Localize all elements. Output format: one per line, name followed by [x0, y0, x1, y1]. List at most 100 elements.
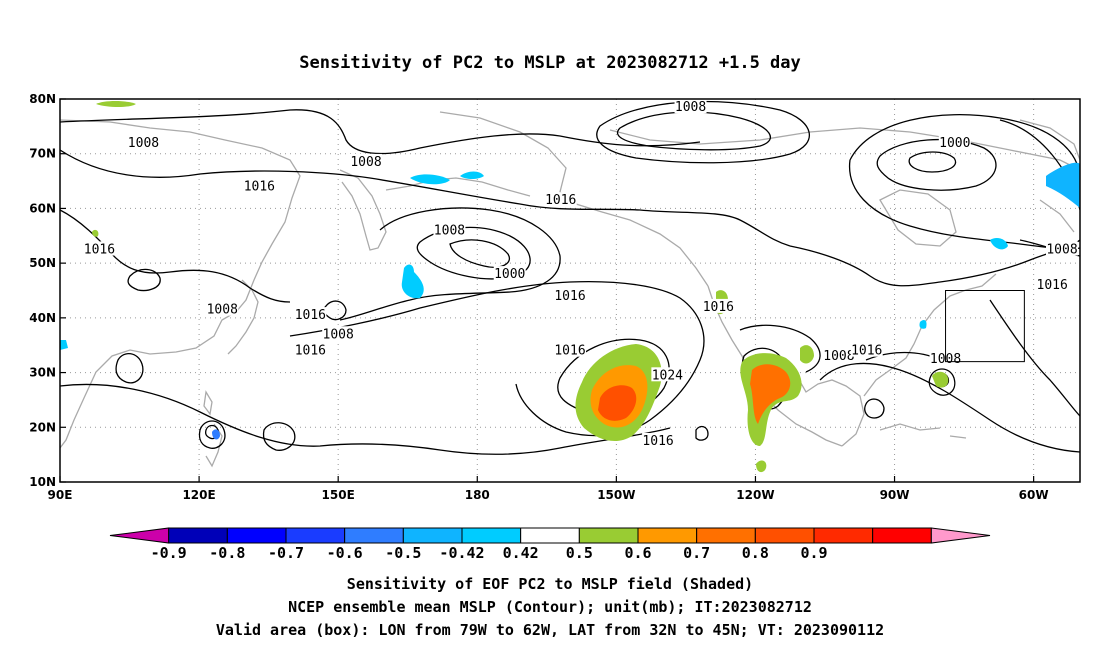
colorbar-swatch — [813, 527, 874, 544]
coastline-canada-north — [609, 127, 1080, 171]
contour-label-bg — [1036, 277, 1069, 292]
colorbar-swatch — [696, 527, 756, 544]
x-tick-label: 60W — [1019, 488, 1049, 502]
contour-label: 1016 — [554, 344, 585, 359]
map-x-axis-ticks: 90E 120E 150E 180 150W 120W 90W 60W — [48, 476, 1049, 502]
contour-label: 1000 — [494, 267, 525, 282]
coastline-gulf-of-mexico — [785, 361, 865, 447]
contour-label: 1008 — [207, 303, 238, 318]
contour-label: 1008 — [350, 155, 381, 170]
colorbar-swatch — [402, 527, 463, 544]
contour-1000-low-canada-inner — [908, 151, 957, 173]
shade-negative-aleutian2 — [460, 171, 484, 179]
y-tick-label: 30N — [29, 366, 56, 380]
map-plot-area: 1008100810081000101610161016100810001016… — [29, 92, 1081, 502]
x-tick-label: 150E — [322, 488, 355, 502]
shade-positive-us-small2 — [800, 345, 814, 364]
y-tick-label: 40N — [29, 311, 56, 325]
x-tick-label: 90W — [880, 488, 910, 502]
colorbar-swatch — [754, 527, 815, 544]
contour-small-low-nw — [127, 268, 161, 292]
contour-1008-ring — [339, 207, 561, 321]
shade-negative-canada-east — [990, 238, 1008, 250]
contour-label-bg — [674, 99, 707, 114]
coastline-philippines — [205, 423, 223, 468]
colorbar-swatch — [461, 527, 522, 544]
map-gridlines — [60, 99, 1080, 482]
colorbar-swatch — [344, 527, 404, 544]
colorbar-swatch — [109, 527, 170, 544]
contour-label: 1016 — [703, 300, 734, 315]
colorbar-swatch — [520, 527, 580, 544]
contour-typhoon-outer — [198, 420, 226, 449]
contour-1016-east-atlantic — [989, 299, 1080, 417]
contour-label: 1008 — [323, 327, 354, 342]
contour-1000-low-dateline — [449, 239, 510, 268]
y-tick-label: 60N — [29, 201, 56, 215]
valid-area-box — [945, 290, 1025, 363]
shade-negative-typhoon — [212, 429, 220, 440]
colorbar: -0.9 -0.8 -0.7 -0.6 -0.5 -0.42 0.42 0.5 0.6 0.7 0.… — [109, 527, 991, 562]
contour-label-bg — [822, 348, 855, 363]
contour-label-bg — [294, 307, 327, 322]
contour-1016-pacific-high — [289, 281, 705, 437]
contour-small-low-pacific — [695, 425, 709, 441]
contour-1016-atlantic — [819, 362, 1080, 453]
contour-label: 1008 — [675, 100, 706, 115]
sensitivity-shading — [60, 101, 1080, 473]
contour-label-bg — [642, 432, 675, 447]
contour-label: 1008 — [128, 136, 159, 151]
contour-label: 1016 — [554, 289, 585, 304]
x-tick-label: 150W — [597, 488, 635, 502]
colorbar-swatch — [637, 527, 698, 544]
colorbar-swatch — [578, 527, 639, 544]
shade-positive-hurricane — [932, 371, 949, 388]
shade-positive-top — [96, 101, 136, 107]
shade-negative-aleutian — [410, 174, 450, 185]
contour-label-bg — [850, 342, 883, 357]
contour-label-bg — [83, 241, 116, 256]
contour-label: 1016 — [851, 344, 882, 359]
colorbar-label: -0.7 — [268, 544, 304, 562]
x-tick-label: 120E — [182, 488, 215, 502]
contour-label-bg — [433, 222, 466, 237]
shade-positive-us-orange — [750, 364, 791, 424]
contour-small-low-west — [115, 353, 144, 384]
contour-1016-north — [60, 149, 791, 247]
contour-label-bg — [350, 153, 382, 168]
y-tick-label: 70N — [29, 147, 56, 161]
colorbar-swatch — [168, 527, 228, 544]
contour-label-bg — [702, 298, 735, 313]
y-tick-label: 20N — [29, 420, 56, 434]
coastline-kamchatka — [339, 169, 387, 251]
x-tick-label: 180 — [465, 488, 490, 502]
contour-label-bg — [1046, 241, 1078, 256]
contour-label: 1016 — [84, 242, 115, 257]
contour-label: 1016 — [244, 180, 275, 195]
contour-label-bg — [294, 342, 327, 357]
colorbar-label: -0.42 — [439, 544, 484, 562]
y-tick-label: 50N — [29, 256, 56, 270]
coastline-hudson-bay — [879, 189, 957, 247]
x-tick-label: 90E — [48, 488, 73, 502]
coastline-japan — [227, 279, 259, 355]
contour-label: 1016 — [295, 308, 326, 323]
shade-positive-west — [92, 229, 99, 237]
contour-1016-pacific-south — [60, 383, 671, 455]
colorbar-swatch — [930, 527, 991, 544]
contour-label: 1008 — [434, 223, 465, 238]
contour-label: 1008 — [823, 349, 854, 364]
contour-label-bg — [938, 134, 971, 149]
contour-label-bg — [554, 342, 586, 357]
x-tick-label: 120W — [736, 488, 774, 502]
colorbar-label: -0.6 — [327, 544, 363, 562]
contour-1016-canada — [789, 239, 1080, 287]
coastline-aleutians — [385, 177, 531, 197]
colorbar-label: 0.9 — [800, 544, 827, 562]
caption-line-3: Valid area (box): LON from 79W to 62W, L… — [216, 621, 884, 639]
contour-1008-northwest — [60, 109, 701, 155]
contour-label-bg — [127, 134, 160, 149]
caption-line-1: Sensitivity of EOF PC2 to MSLP field (Sh… — [347, 575, 753, 593]
shade-negative-west-edge — [60, 340, 68, 350]
